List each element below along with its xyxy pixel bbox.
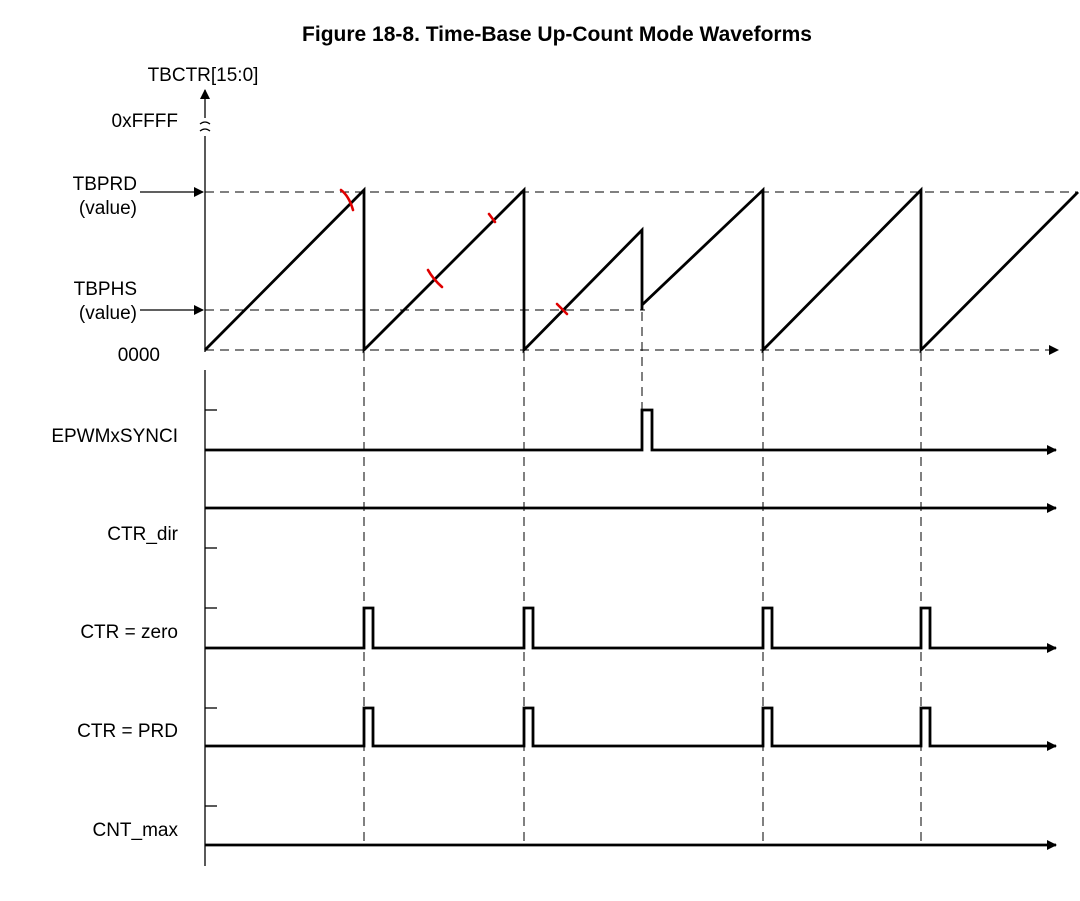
tbphs-label: TBPHS — [74, 279, 137, 300]
syncin-label: EPWMxSYNCI — [51, 426, 178, 447]
red-mark-4 — [555, 302, 569, 316]
ctr-prd-label: CTR = PRD — [77, 721, 178, 742]
ctr-prd-waveform — [205, 706, 1057, 751]
cnt-max-label: CNT_max — [92, 820, 178, 841]
axis-break-icon — [199, 121, 211, 132]
tbprd-label: TBPRD — [73, 174, 137, 195]
ctr-dir-label: CTR_dir — [107, 524, 178, 545]
red-mark-2 — [487, 212, 497, 224]
ctr-zero-waveform — [205, 606, 1057, 653]
figure-title: Figure 18-8. Time-Base Up-Count Mode Wav… — [302, 23, 812, 46]
tbphs-value-label: (value) — [79, 303, 137, 324]
y-axis-label: TBCTR[15:0] — [148, 65, 259, 86]
level-ticks — [205, 409, 217, 807]
tbprd-value-label: (value) — [79, 198, 137, 219]
ctr-zero-label: CTR = zero — [80, 622, 178, 643]
max-label: 0xFFFF — [112, 111, 179, 132]
syncin-waveform — [205, 408, 1057, 455]
tbctr-sawtooth — [204, 186, 1079, 354]
zero-label: 0000 — [118, 345, 160, 366]
red-mark-3 — [426, 268, 444, 289]
red-mark-1 — [339, 188, 355, 212]
